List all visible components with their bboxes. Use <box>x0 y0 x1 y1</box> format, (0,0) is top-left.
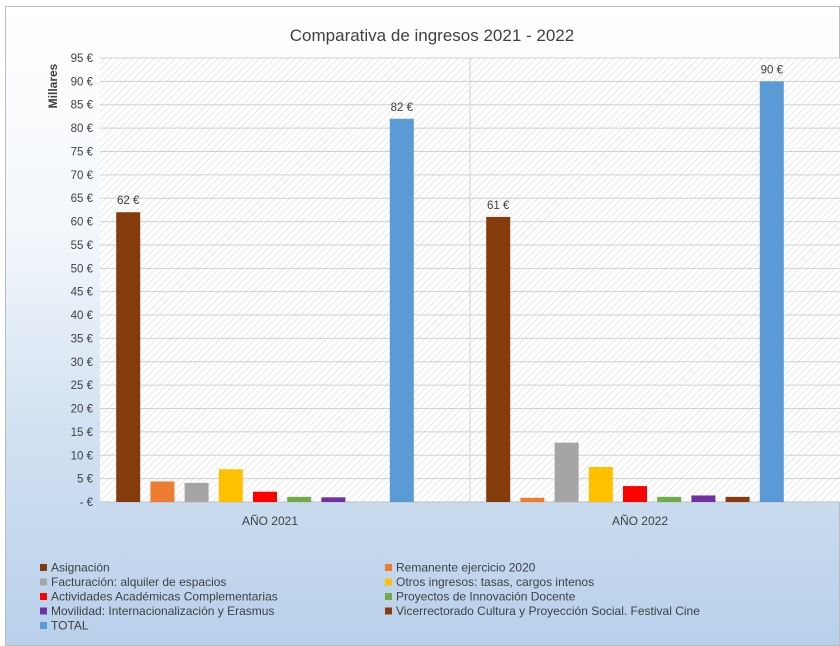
legend-swatch <box>385 607 392 615</box>
legend-swatch <box>40 578 47 586</box>
legend-item: Asignación <box>51 561 110 575</box>
y-tick-label: 70 € <box>71 170 94 182</box>
bar <box>759 81 784 503</box>
legend-item: Actividades Académicas Complementarias <box>51 590 278 604</box>
legend-swatch <box>40 622 47 629</box>
bar <box>184 482 209 502</box>
bar <box>218 469 243 502</box>
legend-item: Vicerrectorado Cultura y Proyección Soci… <box>396 604 700 618</box>
bar <box>554 442 579 502</box>
gridlines <box>100 57 840 503</box>
x-axis: AÑO 2021 AÑO 2022 <box>242 514 668 528</box>
legend-swatch <box>385 564 392 571</box>
y-tick-label: - € <box>80 497 94 509</box>
y-axis: - € 5 € 10 € 15 € 20 € 25 € 30 € 35 € 40 € 45 € 50… <box>71 53 94 509</box>
legend-item: Otros ingresos: tasas, cargos intenos <box>396 575 594 589</box>
y-tick-label: 65 € <box>71 193 94 205</box>
bar <box>725 496 750 502</box>
chart-title: Comparativa de ingresos 2021 - 2022 <box>290 26 574 45</box>
bar <box>520 497 545 502</box>
y-tick-label: 5 € <box>77 474 94 486</box>
y-tick-label: 60 € <box>71 217 94 229</box>
bar <box>486 216 511 502</box>
y-tick-label: 85 € <box>71 100 94 112</box>
legend-swatch <box>40 607 47 615</box>
x-tick-label: AÑO 2021 <box>242 514 298 528</box>
bar <box>691 495 716 502</box>
y-tick-label: 25 € <box>71 380 94 392</box>
data-label: 82 € <box>391 102 414 114</box>
legend-swatch <box>385 578 392 586</box>
legend: Asignación Remanente ejercicio 2020 Factur… <box>40 561 700 633</box>
legend-swatch <box>40 593 47 600</box>
x-tick-label: AÑO 2022 <box>612 514 668 528</box>
legend-item: Movilidad: Internacionalización y Erasmu… <box>51 604 274 618</box>
y-tick-label: 55 € <box>71 240 94 252</box>
y-tick-label: 10 € <box>71 450 94 462</box>
legend-swatch <box>385 593 392 600</box>
bars <box>116 81 784 503</box>
bar <box>623 486 647 502</box>
legend-swatch <box>40 564 47 571</box>
bar <box>287 496 312 502</box>
y-tick-label: 90 € <box>71 76 94 88</box>
y-axis-title: Millares <box>46 63 60 108</box>
y-tick-label: 80 € <box>71 123 94 135</box>
y-tick-label: 15 € <box>71 427 94 439</box>
bar <box>389 118 414 502</box>
y-tick-label: 95 € <box>71 53 94 65</box>
bar <box>657 496 682 502</box>
bar <box>116 212 141 503</box>
y-tick-label: 35 € <box>71 333 94 345</box>
data-label: 90 € <box>761 64 784 76</box>
data-label: 61 € <box>487 200 510 212</box>
legend-item: Facturación: alquiler de espacios <box>51 575 226 589</box>
bar <box>150 481 175 502</box>
bar <box>321 497 346 502</box>
legend-item: TOTAL <box>51 619 89 633</box>
data-label: 62 € <box>117 195 140 207</box>
bar <box>588 466 613 502</box>
y-tick-label: 50 € <box>71 263 94 275</box>
y-tick-label: 20 € <box>71 404 94 416</box>
data-labels: 62 € 82 € 61 € 90 € <box>117 64 784 212</box>
y-tick-label: 45 € <box>71 287 94 299</box>
y-tick-label: 40 € <box>71 310 94 322</box>
legend-item: Remanente ejercicio 2020 <box>396 561 536 575</box>
bar <box>253 491 277 502</box>
y-tick-label: 75 € <box>71 146 94 158</box>
legend-item: Proyectos de Innovación Docente <box>396 590 576 604</box>
y-tick-label: 30 € <box>71 357 94 369</box>
